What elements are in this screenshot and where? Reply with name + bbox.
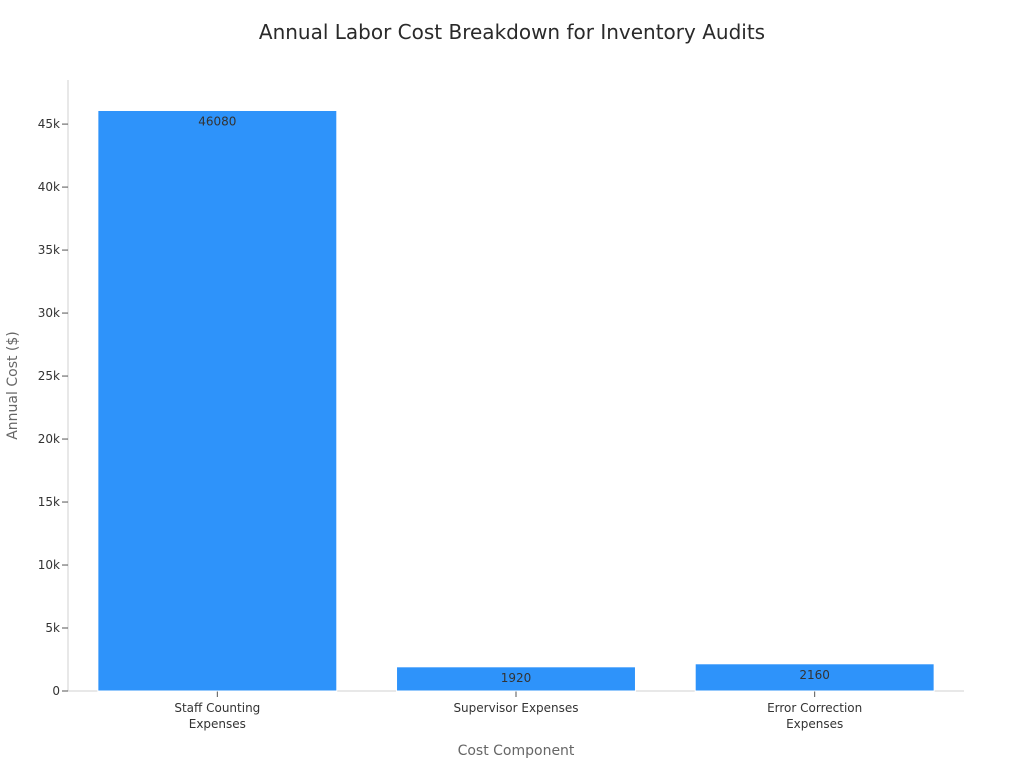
y-tick-label: 45k bbox=[38, 117, 60, 131]
y-tick-label: 5k bbox=[45, 621, 60, 635]
x-axis: Staff Counting Expenses Supervisor Expense… bbox=[68, 690, 964, 731]
x-tick-label: Error Correction Expenses bbox=[767, 701, 862, 731]
bar-value-label: 46080 bbox=[198, 114, 236, 128]
x-tick-label: Supervisor Expenses bbox=[453, 701, 578, 715]
y-axis-title: Annual Cost ($) bbox=[5, 331, 21, 440]
y-tick-label: 20k bbox=[38, 432, 60, 446]
bar-value-label: 2160 bbox=[799, 668, 830, 682]
bar bbox=[694, 663, 935, 692]
bar bbox=[97, 109, 338, 692]
y-tick-label: 40k bbox=[38, 180, 60, 194]
y-tick-label: 0 bbox=[52, 684, 60, 698]
y-tick-label: 15k bbox=[38, 495, 60, 509]
y-axis: 0 5k 10k 15k 20k 25k 30k 35k 40k 45k bbox=[38, 80, 69, 698]
x-tick-label: Staff Counting Expenses bbox=[174, 701, 260, 731]
x-axis-title: Cost Component bbox=[458, 743, 575, 759]
bars: 46080 1920 2160 bbox=[97, 109, 935, 692]
y-tick-label: 25k bbox=[38, 369, 60, 383]
y-tick-label: 10k bbox=[38, 558, 60, 572]
bar bbox=[396, 666, 636, 692]
y-tick-label: 35k bbox=[38, 243, 60, 257]
chart-title: Annual Labor Cost Breakdown for Inventor… bbox=[258, 20, 766, 44]
bar-value-label: 1920 bbox=[501, 671, 532, 685]
y-tick-label: 30k bbox=[38, 306, 60, 320]
